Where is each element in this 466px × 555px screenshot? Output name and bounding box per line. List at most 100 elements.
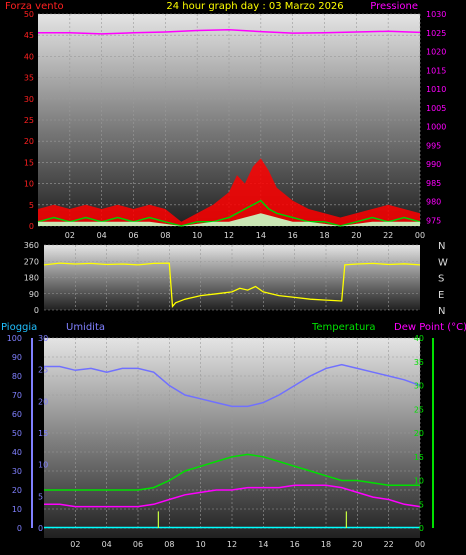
pressure-y-tick-label: 1000 <box>426 123 446 132</box>
temp-chart-marks <box>44 363 421 529</box>
rain-label: Pioggia <box>1 322 37 333</box>
x-tick-label: 08 <box>164 540 174 549</box>
dewpoint-label: Dew Point (°C) <box>394 322 466 333</box>
humidity-y-tick-label: 100 <box>7 334 22 343</box>
temp-y-tick-label: 25 <box>414 405 424 414</box>
pressure-y-tick-label: 1015 <box>426 66 446 75</box>
compass-tick-label: W <box>438 257 448 268</box>
wind-y-tick-label: 45 <box>24 31 34 40</box>
rain-y-tick-label: 10 <box>38 461 48 470</box>
x-tick-label: 10 <box>196 540 206 549</box>
wind-chart-ticks: 0510152025303540455097598098599099510001… <box>24 10 447 240</box>
wind-y-tick-label: 5 <box>29 201 34 210</box>
rain-y-tick-label: 15 <box>38 429 48 438</box>
temp-y-tick-label: 35 <box>414 358 424 367</box>
x-tick-label: 14 <box>256 231 266 240</box>
compass-tick-label: S <box>438 274 444 285</box>
pressure-y-tick-label: 985 <box>426 179 441 188</box>
pressure-y-tick-label: 990 <box>426 160 441 169</box>
humidity-y-tick-label: 50 <box>12 429 22 438</box>
x-tick-label: 10 <box>192 231 202 240</box>
temp-y-tick-label: 5 <box>419 500 424 509</box>
x-tick-label: 14 <box>258 540 268 549</box>
humidity-line <box>44 363 421 408</box>
rain-y-tick-label: 5 <box>38 492 43 501</box>
x-tick-label: 02 <box>65 231 75 240</box>
wind-speed-label: Forza vento <box>5 1 64 12</box>
wind-gust-line <box>37 199 421 227</box>
humidity-y-tick-label: 0 <box>17 524 22 533</box>
x-tick-label: 20 <box>351 231 361 240</box>
temp-y-tick-label: 0 <box>419 524 424 533</box>
rain-y-tick-label: 20 <box>38 397 48 406</box>
direction-y-tick-label: 90 <box>29 290 39 299</box>
x-tick-label: 02 <box>70 540 80 549</box>
x-tick-label: 06 <box>128 231 138 240</box>
humidity-y-tick-label: 20 <box>12 486 22 495</box>
temp-y-tick-label: 15 <box>414 453 424 462</box>
direction-y-tick-label: 180 <box>24 274 39 283</box>
wind-low-area <box>38 213 420 226</box>
humidity-y-tick-label: 40 <box>12 448 22 457</box>
direction-chart-marks <box>43 262 421 309</box>
temp-y-tick-label: 10 <box>414 477 424 486</box>
x-tick-label: 20 <box>352 540 362 549</box>
pressure-y-tick-label: 1025 <box>426 29 446 38</box>
pressure-y-tick-label: 980 <box>426 198 441 207</box>
humidity-y-tick-label: 70 <box>12 391 22 400</box>
pressure-y-tick-label: 975 <box>426 216 441 225</box>
humidity-label: Umidita <box>66 322 105 333</box>
wind-y-tick-label: 0 <box>29 222 34 231</box>
temperature-label: Temperatura <box>311 322 376 333</box>
temp-y-tick-label: 30 <box>414 382 424 391</box>
direction-y-tick-label: 0 <box>34 306 39 315</box>
pressure-line <box>38 29 421 35</box>
x-tick-label: 00 <box>415 231 425 240</box>
pressure-y-tick-label: 1030 <box>426 10 446 19</box>
compass-tick-label: N <box>438 241 445 252</box>
humidity-y-tick-label: 90 <box>12 353 22 362</box>
wind-y-tick-label: 40 <box>24 52 34 61</box>
x-tick-label: 18 <box>319 231 329 240</box>
wind-y-tick-label: 35 <box>24 74 34 83</box>
temp-chart-ticks: 0102030405060708090100051015202530051015… <box>7 334 425 549</box>
x-tick-label: 16 <box>290 540 300 549</box>
wind-y-tick-label: 50 <box>24 10 34 19</box>
x-tick-label: 12 <box>224 231 234 240</box>
x-tick-label: 18 <box>321 540 331 549</box>
x-tick-label: 16 <box>288 231 298 240</box>
x-tick-label: 04 <box>102 540 112 549</box>
compass-tick-label: E <box>438 290 444 301</box>
dewpoint-line <box>44 484 421 508</box>
compass-tick-label: N <box>438 306 445 317</box>
humidity-y-tick-label: 30 <box>12 467 22 476</box>
x-tick-label: 22 <box>383 231 393 240</box>
humidity-y-tick-label: 80 <box>12 372 22 381</box>
wind-y-tick-label: 20 <box>24 137 34 146</box>
rain-y-tick-label: 30 <box>38 334 48 343</box>
x-tick-label: 12 <box>227 540 237 549</box>
wind-y-tick-label: 25 <box>24 116 34 125</box>
direction-line <box>43 262 421 309</box>
wind-chart-marks <box>37 29 421 227</box>
direction-y-tick-label: 360 <box>24 241 39 250</box>
x-tick-label: 00 <box>415 540 425 549</box>
wind-pressure-chart: 0510152025303540455097598098599099510001… <box>24 10 447 240</box>
rain-y-tick-label: 25 <box>38 366 48 375</box>
pressure-y-tick-label: 1005 <box>426 104 446 113</box>
direction-chart-grid <box>44 244 420 311</box>
pressure-label: Pressione <box>370 1 418 12</box>
graph-title: 24 hour graph day : 03 Marzo 2026 <box>166 1 343 12</box>
pressure-y-tick-label: 1020 <box>426 48 446 57</box>
temperature-line <box>44 453 420 491</box>
direction-y-tick-label: 270 <box>24 257 39 266</box>
x-tick-label: 04 <box>97 231 107 240</box>
temp-y-tick-label: 20 <box>414 429 424 438</box>
humidity-y-tick-label: 60 <box>12 410 22 419</box>
temp-humidity-chart: 0102030405060708090100051015202530051015… <box>7 334 434 549</box>
temp-y-tick-label: 40 <box>414 334 424 343</box>
wind-y-tick-label: 30 <box>24 95 34 104</box>
x-tick-label: 08 <box>160 231 170 240</box>
